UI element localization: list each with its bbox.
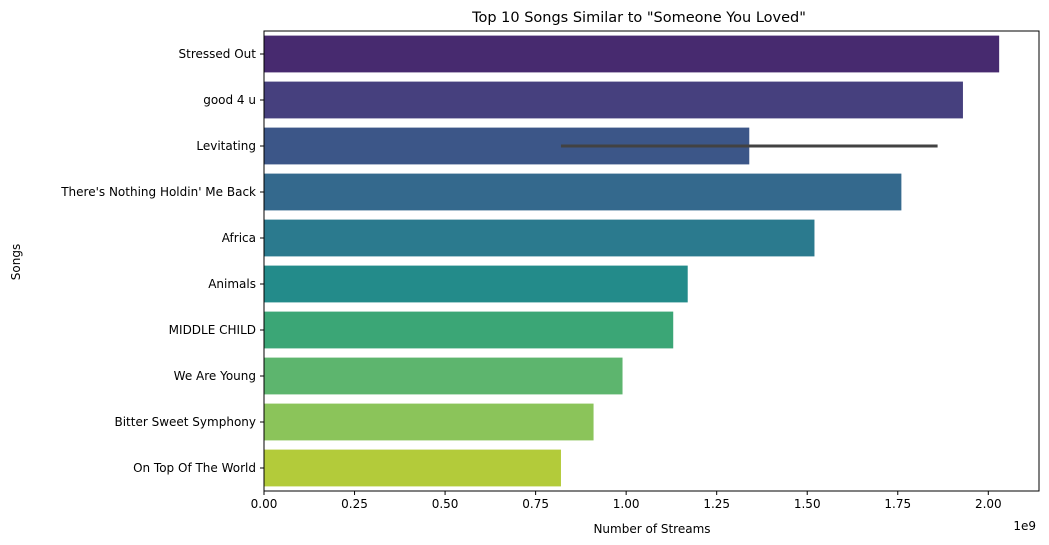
x-axis-label: Number of Streams [593,522,710,536]
y-axis-label: Songs [9,244,23,280]
y-tick-label: good 4 u [203,93,256,107]
chart-title: Top 10 Songs Similar to "Someone You Lov… [471,10,806,26]
y-tick-label: Animals [208,277,256,291]
y-tick-label: Africa [222,231,256,245]
y-tick-label: Stressed Out [179,47,257,61]
x-tick-label: 1.25 [703,497,730,511]
x-tick-label: 1.75 [884,497,911,511]
y-tick-label: Levitating [196,139,256,153]
x-axis-scale-label: 1e9 [1013,519,1036,533]
x-tick-label: 0.25 [341,497,368,511]
y-ticks-group: Stressed Out good 4 u Levitating There's No… [60,47,264,475]
bar [264,357,623,395]
y-tick-label: There's Nothing Holdin' Me Back [60,185,256,199]
bar [264,265,688,303]
bar [264,173,902,211]
x-tick-label: 0.00 [251,497,278,511]
x-tick-label: 0.50 [432,497,459,511]
plot-frame [263,30,1040,492]
bar [264,311,674,349]
x-tick-label: 2.00 [975,497,1002,511]
y-tick-label: On Top Of The World [133,461,256,475]
x-tick-label: 0.75 [522,497,549,511]
x-tick-label: 1.00 [613,497,640,511]
y-tick-label: Bitter Sweet Symphony [114,415,256,429]
bar [264,81,963,119]
x-ticks-group: 0.00 0.25 0.50 0.75 1.00 1.25 1.50 1.75 2.00 [251,491,1002,511]
bar [264,403,594,441]
y-tick-label: We Are Young [174,369,256,383]
bars-group [264,35,1000,487]
bar [264,449,561,487]
bar [264,35,1000,73]
x-tick-label: 1.50 [794,497,821,511]
y-tick-label: MIDDLE CHILD [169,323,256,337]
bar [264,219,815,257]
